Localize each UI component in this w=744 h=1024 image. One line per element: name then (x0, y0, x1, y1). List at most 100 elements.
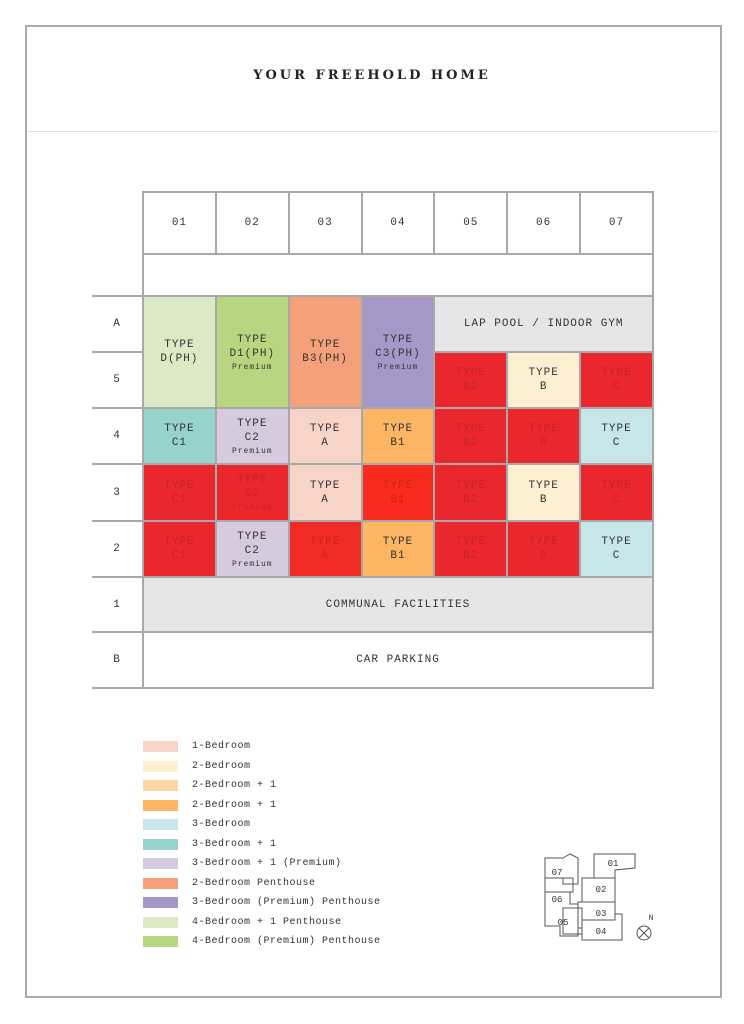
cell-text: B1 (390, 437, 406, 449)
legend-swatch (143, 936, 178, 948)
legend-item: 4-Bedroom + 1 Penthouse (143, 913, 381, 933)
north-label: N (649, 914, 654, 923)
unit-cell: CAR PARKING (142, 631, 654, 689)
unit-cell: TYPE A (287, 463, 363, 522)
legend-item: 3-Bedroom (Premium) Penthouse (143, 893, 381, 913)
legend-item: 2-Bedroom (143, 757, 381, 777)
cell-text: TYPE (382, 333, 414, 346)
cell-text: C (612, 493, 621, 506)
floor-label: B (92, 631, 144, 689)
legend-swatch (143, 799, 178, 811)
cell-text: COMMUNAL FACILITIES (325, 598, 471, 611)
unit-cell: TYPE B1 (360, 463, 436, 522)
cell-text: TYPE (455, 367, 486, 379)
legend-item: 3-Bedroom (143, 815, 381, 835)
legend-swatch (143, 897, 178, 909)
floor-label: 2 (92, 520, 144, 578)
legend-label: 3-Bedroom + 1 (192, 838, 277, 850)
cell-text: D1(PH) (229, 347, 276, 360)
cell-text: TYPE (528, 479, 559, 492)
column-header: 04 (360, 191, 436, 255)
cell-text: TYPE (164, 479, 195, 492)
unit-chart: 01 02 03 04 05 06 07 A TYPE D(PH) TYPE D1(P… (92, 191, 654, 689)
unit-cell: TYPE B (506, 351, 582, 409)
legend-item: 3-Bedroom + 1 (143, 835, 381, 855)
legend-swatch (143, 877, 178, 889)
column-header: 03 (287, 191, 363, 255)
cell-text: C3(PH) (375, 347, 421, 360)
cell-text: TYPE (237, 530, 268, 543)
cell-text: C1 (171, 550, 188, 562)
divider (27, 131, 718, 132)
legend-label: 3-Bedroom (Premium) Penthouse (192, 897, 381, 909)
key-plan: 01 02 03 04 05 06 07 N (544, 853, 654, 941)
cell-text: B2 (463, 493, 479, 506)
cell-text: D(PH) (160, 353, 199, 365)
unit-cell: TYPE C2 Premium (214, 407, 290, 465)
legend-swatch (143, 838, 178, 850)
cell-text: C (612, 381, 621, 393)
cell-text: TYPE (164, 423, 195, 435)
cell-text: TYPE (309, 339, 341, 351)
cell-text: TYPE (455, 536, 486, 548)
title: YOUR FREEHOLD HOME (253, 68, 491, 83)
cell-text: C1 (171, 437, 188, 449)
unit-label: 07 (552, 868, 563, 878)
cell-text: B3(PH) (302, 353, 348, 365)
cell-text: TYPE (528, 423, 559, 435)
legend-swatch (143, 780, 178, 792)
cell-text: C2 (244, 544, 260, 557)
legend-item: 3-Bedroom + 1 (Premium) (143, 854, 381, 874)
cell-text: B1 (390, 550, 406, 562)
unit-label: 02 (596, 885, 607, 895)
unit-cell: TYPE C1 (142, 407, 217, 465)
unit-cell: TYPE C (579, 520, 654, 578)
unit-cell: TYPE D(PH) (142, 295, 217, 409)
unit-cell: TYPE C1 (142, 463, 217, 522)
legend-label: 2-Bedroom + 1 (192, 799, 277, 811)
cell-text: C (612, 550, 621, 562)
unit-cell: TYPE C (579, 351, 654, 409)
cell-text: TYPE (382, 479, 414, 492)
legend-swatch (143, 819, 178, 831)
legend-item: 4-Bedroom (Premium) Penthouse (143, 932, 381, 952)
cell-text: LAP POOL / INDOOR GYM (463, 318, 624, 330)
legend-label: 4-Bedroom + 1 Penthouse (192, 916, 342, 928)
unit-cell: TYPE C (579, 463, 654, 522)
unit-label: 01 (608, 859, 619, 869)
cell-text: TYPE (601, 367, 632, 379)
cell-text: TYPE (237, 474, 268, 486)
legend-item: 2-Bedroom + 1 (143, 776, 381, 796)
cell-note: Premium (231, 446, 273, 456)
unit-cell: LAP POOL / INDOOR GYM (433, 295, 654, 353)
cell-text: TYPE (601, 479, 632, 492)
cell-note: Premium (231, 503, 273, 512)
floor-label: 4 (92, 407, 144, 465)
cell-text: TYPE (528, 367, 559, 379)
cell-text: TYPE (309, 479, 341, 492)
legend: 1-Bedroom 2-Bedroom 2-Bedroom + 1 2-Bedroom… (143, 737, 381, 952)
legend-label: 1-Bedroom (192, 741, 251, 753)
cell-text: B2 (463, 437, 479, 449)
floor-label: 3 (92, 463, 144, 522)
legend-swatch (143, 760, 178, 772)
unit-cell: TYPE B (506, 520, 582, 578)
column-header: 07 (579, 191, 654, 255)
unit-label: 04 (596, 927, 607, 937)
cell-text: C (612, 437, 621, 449)
cell-text: B2 (463, 550, 479, 562)
cell-text: TYPE (601, 423, 632, 435)
floor-label: A (92, 295, 144, 353)
cell-note: Premium (377, 362, 419, 372)
unit-cell: TYPE B2 (433, 407, 509, 465)
unit-cell: TYPE C1 (142, 520, 217, 578)
cell-text: TYPE (237, 417, 268, 430)
cell-text: A (321, 437, 329, 449)
unit-cell: TYPE B3(PH) (287, 295, 363, 409)
cell-text: CAR PARKING (356, 654, 440, 666)
unit-cell: TYPE C2 Premium (214, 463, 290, 522)
cell-text: C2 (244, 431, 260, 444)
unit-label: 03 (596, 909, 607, 919)
legend-item: 2-Bedroom Penthouse (143, 874, 381, 894)
